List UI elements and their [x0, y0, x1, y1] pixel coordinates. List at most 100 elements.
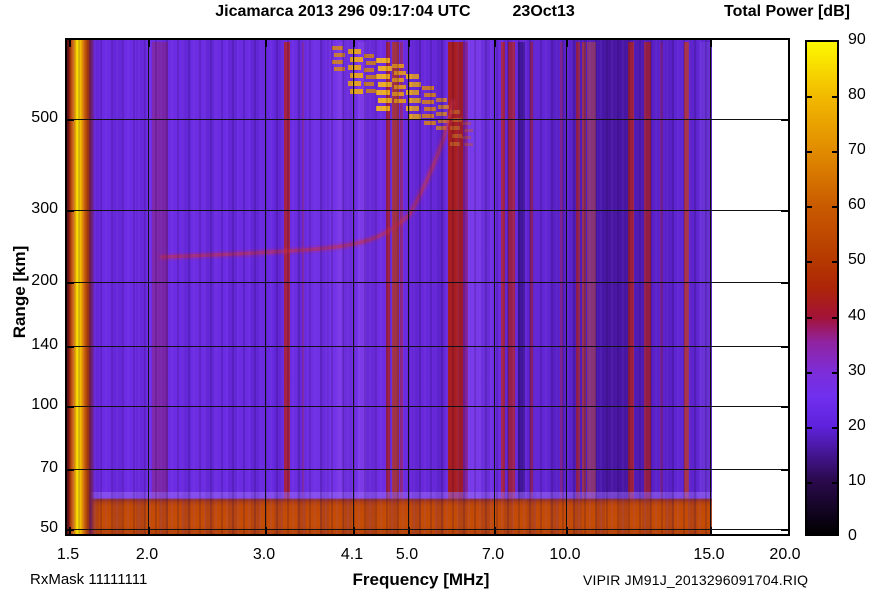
rfi-stripe	[628, 42, 634, 500]
colorbar-tick-label: 50	[848, 251, 866, 269]
x-tick-label: 20.0	[769, 546, 801, 563]
x-tick-label: 1.5	[56, 546, 80, 563]
echo-trace	[160, 100, 455, 259]
interference-dash	[348, 65, 361, 70]
x-tick-mark	[353, 527, 355, 534]
trace-and-interference-overlay	[158, 46, 473, 261]
rfi-stripe	[508, 42, 515, 500]
y-tick-label: 50	[40, 519, 58, 536]
interference-dash	[366, 61, 376, 65]
data-file-label: VIPIR JM91J_2013296091704.RIQ	[583, 572, 809, 588]
rfi-stripe	[530, 42, 533, 500]
y-tick-mark	[781, 529, 788, 531]
x-tick-mark	[69, 40, 71, 47]
colorbar	[805, 40, 839, 536]
colorbar-tick-label: 80	[848, 86, 866, 104]
interference-dash	[394, 85, 406, 89]
y-tick-mark	[781, 210, 788, 212]
y-gridline	[67, 469, 788, 470]
title-date: 23Oct13	[512, 3, 575, 20]
x-tick-mark	[566, 40, 568, 47]
interference-dash	[424, 107, 436, 111]
interference-dash	[332, 60, 343, 64]
interference-dash	[464, 143, 473, 146]
colorbar-tick-label: 40	[848, 306, 866, 324]
rfi-stripe	[392, 42, 399, 500]
y-tick-mark	[781, 406, 788, 408]
colorbar-tick-mark	[832, 426, 837, 429]
y-tick-mark	[781, 346, 788, 348]
interference-dash	[334, 53, 345, 57]
colorbar-tick-mark	[832, 206, 837, 209]
rfi-stripe	[518, 42, 525, 500]
interference-dash	[376, 58, 390, 63]
interference-dash	[424, 121, 436, 125]
interference-dash	[392, 92, 404, 96]
x-tick-label: 4.1	[340, 546, 364, 563]
interference-dash	[464, 129, 473, 132]
interference-dash	[378, 98, 392, 103]
ground-noise-band	[67, 492, 712, 534]
x-gridline	[494, 40, 495, 534]
interference-dash	[450, 110, 460, 114]
y-gridline	[67, 529, 788, 530]
interference-dash	[376, 74, 390, 79]
colorbar-tick-mark	[807, 261, 812, 264]
rfi-stripe	[448, 42, 463, 500]
interference-dash	[392, 64, 404, 68]
rfi-stripe	[386, 42, 390, 500]
y-tick-mark	[67, 210, 74, 212]
interference-dash	[422, 100, 434, 104]
colorbar-tick-mark	[807, 151, 812, 154]
interference-dash	[364, 82, 374, 86]
colorbar-tick-mark	[832, 371, 837, 374]
interference-dash	[436, 126, 447, 130]
rfi-stripe	[400, 42, 403, 500]
colorbar-tick-mark	[807, 371, 812, 374]
x-tick-mark	[265, 40, 267, 47]
interference-dash	[462, 122, 471, 125]
plot-title: Jicamarca 2013 296 09:17:04 UTC 23Oct13	[65, 3, 725, 21]
y-gridline	[67, 210, 788, 211]
rfi-stripe	[152, 42, 168, 500]
y-gridline	[67, 282, 788, 283]
rfi-stripe	[302, 42, 304, 500]
y-tick-mark	[67, 346, 74, 348]
colorbar-tick-label: 0	[848, 527, 857, 544]
colorbar-tick-mark	[807, 481, 812, 484]
colorbar-tick-mark	[807, 96, 812, 99]
colorbar-tick-mark	[807, 316, 812, 319]
grid-layer	[67, 40, 788, 534]
title-text: Jicamarca 2013 296 09:17:04 UTC	[215, 3, 471, 20]
colorbar-tick-mark	[832, 481, 837, 484]
interference-dash	[422, 86, 434, 90]
y-tick-mark	[67, 469, 74, 471]
colorbar-tick-mark	[832, 96, 837, 99]
calibration-band	[67, 40, 95, 534]
interference-dash	[438, 119, 449, 123]
interference-dash	[366, 75, 376, 79]
x-axis-title: Frequency [MHz]	[352, 570, 490, 589]
interference-dash	[394, 99, 406, 103]
colorbar-tick-mark	[832, 316, 837, 319]
colorbar-title: Total Power [dB]	[724, 3, 850, 20]
x-tick-label: 2.0	[135, 546, 159, 563]
x-tick-mark	[494, 527, 496, 534]
interference-dash	[334, 67, 345, 71]
y-tick-label: 300	[31, 200, 58, 217]
y-tick-mark	[67, 406, 74, 408]
colorbar-tick-mark	[832, 261, 837, 264]
interference-dash	[406, 106, 419, 111]
rfi-stripe	[463, 42, 468, 500]
rfi-stripe	[587, 42, 596, 500]
colorbar-tick-label: 70	[848, 141, 866, 159]
rfi-stripe	[358, 42, 366, 500]
y-tick-label: 500	[31, 109, 58, 126]
rfi-stripe	[576, 42, 580, 500]
interference-dash	[350, 57, 363, 62]
colorbar-tick-mark	[832, 151, 837, 154]
interference-dash	[366, 89, 376, 93]
x-tick-mark	[265, 527, 267, 534]
interference-dash	[450, 126, 460, 130]
